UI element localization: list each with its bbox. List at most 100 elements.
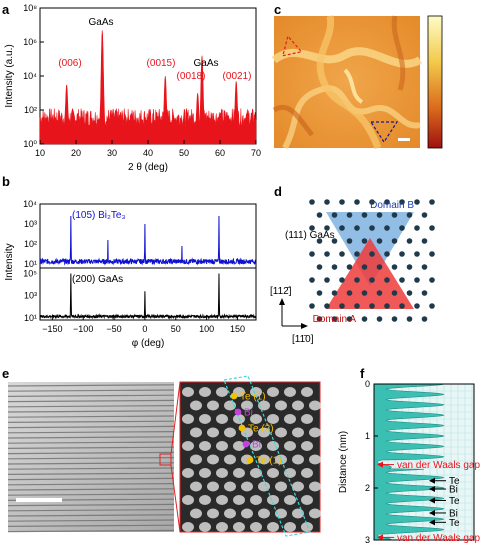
atom-column xyxy=(207,481,219,492)
y-tick-label: 10¹ xyxy=(24,259,37,269)
lattice-stripe xyxy=(7,405,175,408)
atom-column xyxy=(182,441,194,451)
atom-column xyxy=(284,495,296,505)
lattice-dot xyxy=(339,225,345,231)
domain-triangle-blue xyxy=(369,121,399,144)
atom-column xyxy=(182,414,194,424)
atom-column xyxy=(182,387,194,397)
y-tick-label: 10² xyxy=(24,105,37,115)
atom-marker xyxy=(234,408,242,416)
lattice-dot xyxy=(376,316,383,322)
lattice-dot xyxy=(331,238,338,244)
x-tick-label: −50 xyxy=(106,324,121,334)
atom-column xyxy=(258,427,270,438)
lattice-dot xyxy=(406,238,413,244)
atom-label: Te (1) xyxy=(240,392,266,403)
plot-background xyxy=(374,384,474,540)
lattice-dot xyxy=(369,251,375,257)
lattice-dot xyxy=(384,225,390,231)
atom-label: Te (2) xyxy=(248,424,274,435)
y-axis-label: Intensity xyxy=(4,243,15,280)
bi2te3-phi-series xyxy=(39,215,257,266)
atom-label: Te (1) xyxy=(256,456,282,467)
lattice-dot xyxy=(414,199,420,205)
lattice-stripe xyxy=(7,441,175,444)
lattice-dot xyxy=(391,212,398,218)
y-tick-label: 0 xyxy=(365,379,370,389)
lattice-stripe xyxy=(7,436,175,439)
lattice-dot xyxy=(406,316,413,322)
lattice-dot xyxy=(346,290,353,296)
arrow-head xyxy=(429,519,435,526)
panel-letter-c: c xyxy=(274,2,281,17)
scale-bar xyxy=(398,138,410,141)
lattice-dot xyxy=(331,212,338,218)
atom-column xyxy=(301,387,313,397)
annotation-label: Bi xyxy=(449,485,458,496)
atom-column xyxy=(267,495,279,505)
lattice-dot xyxy=(384,199,390,205)
lattice-stripe xyxy=(7,503,175,507)
lattice-stripe xyxy=(7,519,175,522)
x-tick-label: 100 xyxy=(199,324,214,334)
atom-column xyxy=(267,441,279,451)
atom-column xyxy=(241,481,253,492)
lattice-dot xyxy=(406,290,413,296)
lattice-dot xyxy=(399,251,405,257)
atom-marker xyxy=(238,424,246,432)
atom-column xyxy=(207,454,219,465)
atom-column xyxy=(267,522,279,532)
lattice-stripe xyxy=(7,420,175,423)
arrow-head xyxy=(377,534,383,541)
lattice-dot xyxy=(331,264,338,270)
lattice-dot xyxy=(324,251,330,257)
lattice-dot xyxy=(399,225,405,231)
lattice-dot xyxy=(429,225,435,231)
y-tick-label: 3 xyxy=(365,535,370,545)
stem-images: Te (1) Bi Te (2) Bi Te (1) xyxy=(7,375,321,537)
peak-label-0021: (0021) xyxy=(223,71,252,82)
lattice-dot xyxy=(384,277,390,283)
lattice-dot xyxy=(421,212,428,218)
atom-column xyxy=(309,508,321,519)
atom-column xyxy=(199,441,211,451)
atom-column xyxy=(250,414,262,424)
atom-column xyxy=(301,441,313,451)
lattice-dot xyxy=(309,303,315,309)
x-tick-label: 50 xyxy=(179,148,189,158)
atom-column xyxy=(275,481,287,492)
annotation-label: Te xyxy=(449,476,460,487)
peak-label-006: (006) xyxy=(58,58,81,69)
lattice-stripe xyxy=(7,415,175,418)
atom-column xyxy=(250,441,262,451)
arrow-head xyxy=(429,486,435,493)
atom-column xyxy=(250,387,262,397)
y-tick-label: 2 xyxy=(365,483,370,493)
y-axis-label: Distance (nm) xyxy=(338,431,349,493)
lattice-stripe xyxy=(7,529,175,533)
atom-column xyxy=(241,508,253,519)
lattice-dot xyxy=(421,238,428,244)
lattice-dot xyxy=(354,251,360,257)
atom-column xyxy=(190,481,202,492)
atom-column xyxy=(207,427,219,438)
lattice-dot xyxy=(399,277,405,283)
lattice-dot xyxy=(346,238,353,244)
atom-column xyxy=(250,522,262,532)
atom-column xyxy=(250,468,262,478)
atom-column xyxy=(301,414,313,424)
atom-column xyxy=(292,427,304,438)
lattice-dot xyxy=(421,316,428,322)
x-tick-label: 0 xyxy=(142,324,147,334)
x-axis-label: 2 θ (deg) xyxy=(128,162,168,173)
atom-column xyxy=(258,508,270,519)
arrow-head xyxy=(377,461,383,468)
lattice-dot xyxy=(369,303,375,309)
atom-column xyxy=(309,427,321,438)
annotation-label: Bi xyxy=(449,508,458,519)
lattice-dot xyxy=(309,277,315,283)
lattice-dot xyxy=(384,251,390,257)
xrd-2theta-series xyxy=(39,30,257,145)
xrd-2theta-chart: 10 20 30 40 50 60 70 10⁰ 10² 10⁴ 10⁶ 10⁸ 2 θ (deg)… xyxy=(4,3,261,173)
atom-column xyxy=(233,495,245,505)
